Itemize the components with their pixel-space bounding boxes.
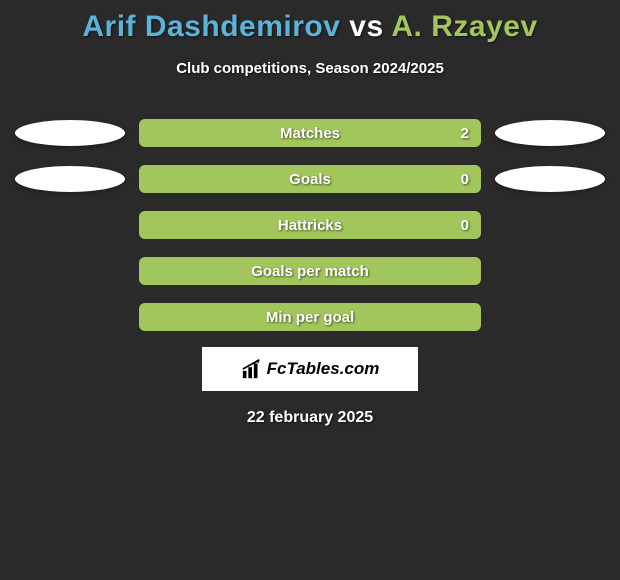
right-ellipse: [495, 120, 605, 146]
stat-bar: Min per goal: [139, 303, 481, 331]
right-ellipse: [495, 166, 605, 192]
stat-label: Hattricks: [278, 217, 342, 234]
stat-row: Goals 0: [0, 163, 620, 195]
page-title: Arif Dashdemirov vs A. Rzayev: [0, 0, 620, 44]
date-text: 22 february 2025: [0, 409, 620, 427]
stat-value: 0: [461, 217, 469, 234]
subtitle: Club competitions, Season 2024/2025: [0, 60, 620, 77]
left-ellipse: [15, 120, 125, 146]
logo-box: FcTables.com: [202, 347, 418, 391]
stat-label: Goals: [289, 171, 331, 188]
stat-value: 0: [461, 171, 469, 188]
stat-row: Min per goal: [0, 301, 620, 333]
vs-text: vs: [349, 10, 383, 43]
stat-row: Hattricks 0: [0, 209, 620, 241]
stat-row: Matches 2: [0, 117, 620, 149]
stat-label: Goals per match: [251, 263, 369, 280]
stat-bar: Matches 2: [139, 119, 481, 147]
player2-name: A. Rzayev: [391, 10, 537, 43]
stat-bar: Goals 0: [139, 165, 481, 193]
bar-chart-icon: [241, 358, 263, 380]
logo-text: FcTables.com: [267, 359, 380, 379]
stat-value: 2: [461, 125, 469, 142]
right-slot: [485, 120, 615, 146]
comparison-infographic: Arif Dashdemirov vs A. Rzayev Club compe…: [0, 0, 620, 580]
stat-label: Matches: [280, 125, 340, 142]
left-ellipse: [15, 166, 125, 192]
left-slot: [5, 120, 135, 146]
stat-label: Min per goal: [266, 309, 354, 326]
stats-chart: Matches 2 Goals 0 Hattricks 0 Goals per match M…: [0, 117, 620, 333]
stat-row: Goals per match: [0, 255, 620, 287]
right-slot: [485, 166, 615, 192]
player1-name: Arif Dashdemirov: [82, 10, 340, 43]
left-slot: [5, 166, 135, 192]
stat-bar: Goals per match: [139, 257, 481, 285]
stat-bar: Hattricks 0: [139, 211, 481, 239]
